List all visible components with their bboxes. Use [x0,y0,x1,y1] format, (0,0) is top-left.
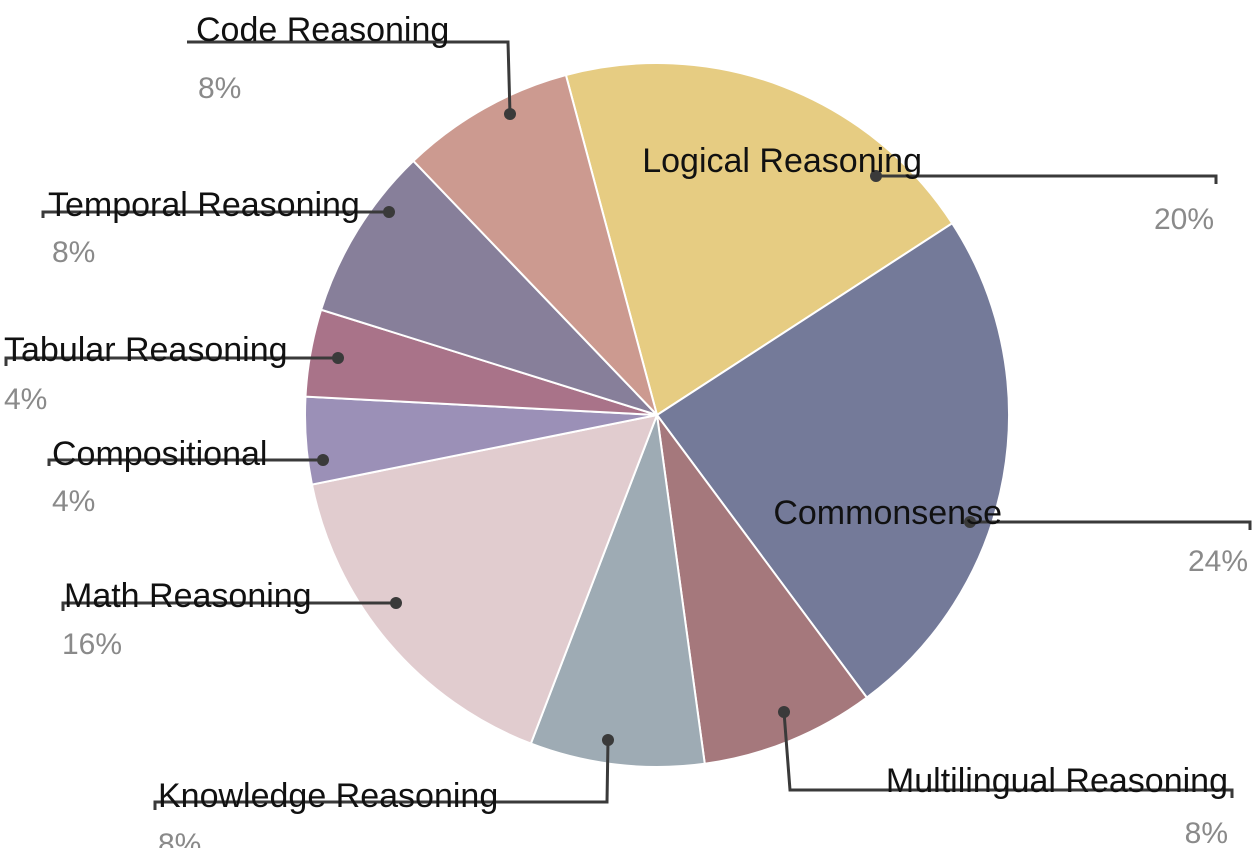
leader-dot-compositional [317,454,329,466]
slice-value-commonsense: 24% [1188,545,1248,578]
leader-line-temporal-reasoning [41,210,389,218]
slice-commonsense [655,221,1010,699]
leader-dot-temporal-reasoning [383,206,395,218]
leader-line-tabular-reasoning [4,356,338,366]
slice-label-compositional: Compositional [52,435,267,473]
slice-label-temporal-reasoning: Temporal Reasoning [48,186,360,224]
slice-label-commonsense: Commonsense [773,494,1002,532]
slice-temporal-reasoning [319,159,658,416]
leader-line-knowledge-reasoning [153,739,610,810]
slice-math-reasoning [310,413,659,745]
slice-label-tabular-reasoning: Tabular Reasoning [4,331,288,369]
slice-value-knowledge-reasoning: 8% [158,828,201,848]
leader-line-multilingual-reasoning [782,711,1234,798]
leader-dot-code-reasoning [504,108,516,120]
leader-line-commonsense [970,520,1252,530]
slice-multilingual-reasoning [656,414,869,765]
slice-label-math-reasoning: Math Reasoning [64,577,312,615]
leader-dot-multilingual-reasoning [778,706,790,718]
slice-value-code-reasoning: 8% [198,72,241,105]
leader-dot-knowledge-reasoning [602,734,614,746]
leader-line-code-reasoning [187,40,512,115]
leader-dot-math-reasoning [390,597,402,609]
slice-knowledge-reasoning [529,414,706,768]
leader-dot-commonsense [964,516,976,528]
leader-line-compositional [47,458,323,466]
slice-label-logical-reasoning: Logical Reasoning [642,142,922,180]
slice-label-multilingual-reasoning: Multilingual Reasoning [886,762,1228,800]
slice-value-tabular-reasoning: 4% [4,383,47,416]
slice-value-logical-reasoning: 20% [1154,203,1214,236]
leader-line-math-reasoning [61,601,396,611]
slice-logical-reasoning [564,62,954,417]
slice-label-code-reasoning: Code Reasoning [196,11,449,49]
slice-value-temporal-reasoning: 8% [52,236,95,269]
pie-callouts: Logical Reasoning 20% Commonsense 24% Multil… [4,11,1252,848]
leader-line-logical-reasoning [876,174,1218,184]
slice-value-compositional: 4% [52,485,95,518]
slice-code-reasoning [411,73,658,416]
leader-dot-tabular-reasoning [332,352,344,364]
pie-slices [304,62,1010,768]
slice-value-multilingual-reasoning: 8% [1185,817,1228,848]
slice-label-knowledge-reasoning: Knowledge Reasoning [158,777,498,815]
leader-dot-logical-reasoning [870,170,882,182]
slice-value-math-reasoning: 16% [62,628,122,661]
